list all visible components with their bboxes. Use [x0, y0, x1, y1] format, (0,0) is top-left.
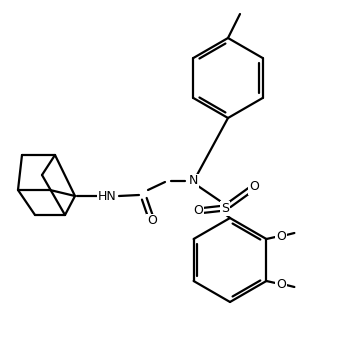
Text: O: O: [276, 229, 286, 243]
Text: N: N: [188, 175, 198, 188]
Text: O: O: [249, 180, 259, 193]
Text: O: O: [276, 277, 286, 291]
Text: HN: HN: [98, 189, 116, 202]
Text: S: S: [221, 201, 229, 214]
Text: O: O: [193, 204, 203, 217]
Text: O: O: [147, 214, 157, 227]
